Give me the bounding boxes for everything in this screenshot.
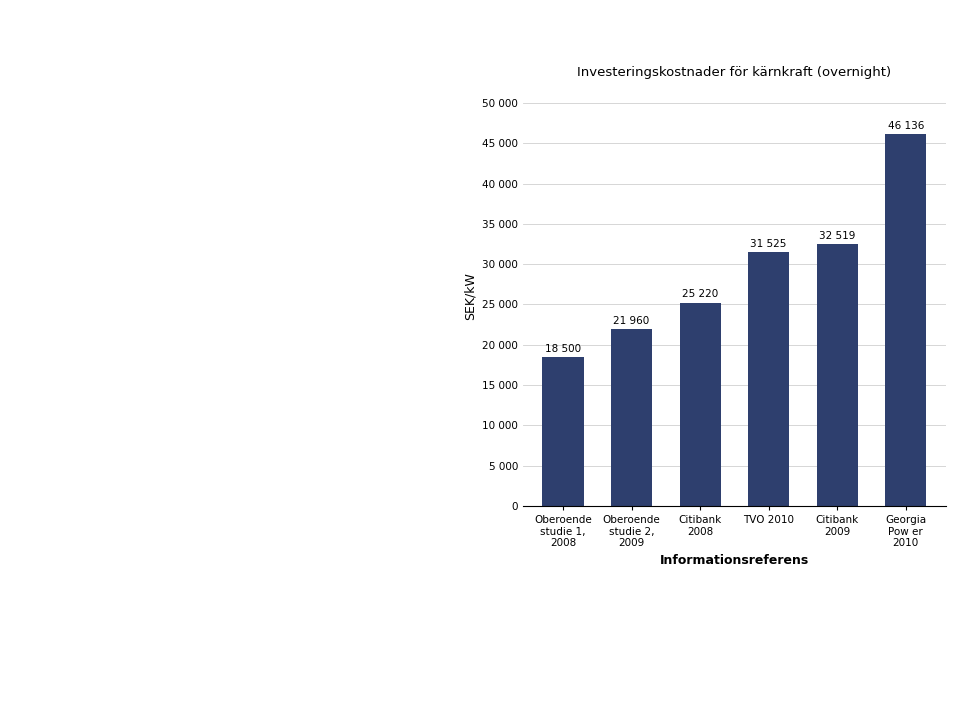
Bar — [885, 134, 926, 506]
Text: 31 525: 31 525 — [751, 239, 787, 249]
Text: 46 136: 46 136 — [888, 121, 924, 131]
Bar — [680, 303, 721, 506]
Text: 21 960: 21 960 — [613, 316, 650, 326]
Text: 32 519: 32 519 — [819, 231, 855, 241]
Text: 25 220: 25 220 — [682, 289, 718, 299]
Text: 18 500: 18 500 — [545, 343, 581, 354]
Bar — [542, 357, 584, 506]
Bar — [611, 329, 652, 506]
Bar — [817, 244, 858, 506]
Y-axis label: SEK/kW: SEK/kW — [464, 273, 477, 320]
X-axis label: Informationsreferens: Informationsreferens — [660, 554, 809, 567]
Title: Investeringskostnader för kärnkraft (overnight): Investeringskostnader för kärnkraft (ove… — [577, 66, 892, 79]
Bar — [748, 252, 789, 506]
